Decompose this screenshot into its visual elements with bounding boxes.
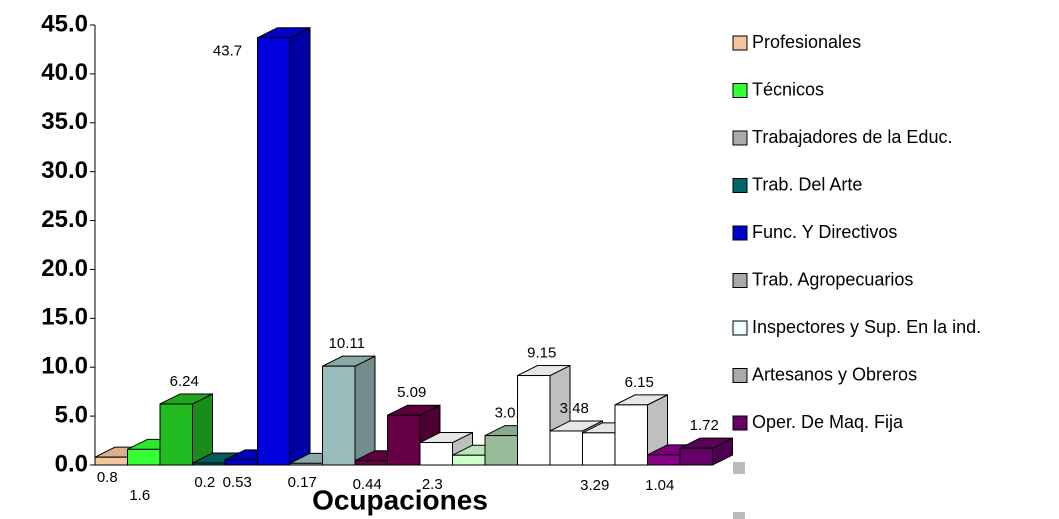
- value-label: 2.3: [422, 476, 443, 493]
- y-tick-label: 10.0: [41, 353, 88, 380]
- value-label: 0.44: [353, 476, 382, 493]
- value-label: 1.04: [645, 477, 674, 494]
- bar: [419, 442, 453, 466]
- legend-swatch: [732, 273, 748, 288]
- bar-side: [289, 26, 311, 466]
- value-label: 10.11: [329, 335, 365, 352]
- y-tick-label: 30.0: [41, 157, 88, 184]
- y-tick-label: 15.0: [41, 304, 88, 331]
- value-label: 9.15: [527, 345, 556, 362]
- legend-swatch: [732, 35, 748, 51]
- bar: [582, 432, 616, 466]
- value-label: 43.7: [213, 43, 242, 60]
- bar: [224, 459, 258, 466]
- y-tick-label: 0.0: [55, 450, 88, 477]
- legend-label: Oper. De Maq. Fija: [752, 412, 904, 432]
- legend-label: Trab. Del Arte: [752, 174, 862, 194]
- bar: [452, 454, 486, 466]
- y-tick-label: 5.0: [55, 401, 88, 428]
- bar: [257, 37, 291, 466]
- bar: [647, 454, 681, 466]
- y-tick-label: 35.0: [41, 108, 88, 135]
- value-label: 5.09: [397, 384, 426, 401]
- legend-label: Trab. Agropecuarios: [752, 269, 913, 289]
- value-label: 1.72: [690, 417, 719, 434]
- legend-label: Artesanos y Obreros: [752, 364, 917, 384]
- bar: [484, 435, 518, 466]
- bar: [387, 414, 421, 466]
- legend-label: Trabajadores de la Educ.: [752, 127, 952, 147]
- value-label: 3.01: [495, 405, 524, 422]
- legend-swatch: [732, 225, 748, 241]
- legend-label: Func. Y Directivos: [752, 222, 897, 242]
- bar: [192, 462, 226, 466]
- bar: [94, 456, 128, 466]
- bar: [517, 375, 551, 466]
- legend-label: Profesionales: [752, 32, 861, 52]
- bar-side: [354, 355, 376, 466]
- value-label: 0.17: [288, 474, 317, 491]
- value-label: 0.2: [194, 474, 215, 491]
- value-label: 6.24: [170, 373, 199, 390]
- legend-label: Inspectores y Sup. En la ind.: [752, 317, 981, 337]
- bar: [322, 365, 356, 466]
- value-label: 3.29: [580, 477, 609, 494]
- value-label: 6.15: [625, 374, 654, 391]
- legend-swatch: [732, 320, 748, 336]
- legend-swatch: [732, 415, 748, 431]
- legend-swatch: [733, 512, 745, 519]
- bar: [159, 403, 193, 466]
- value-label: 1.6: [129, 487, 150, 504]
- bar: [289, 462, 323, 466]
- legend-swatch: [733, 462, 745, 474]
- legend-swatch: [732, 178, 748, 193]
- value-label: 3.48: [560, 400, 589, 417]
- legend-label: Técnicos: [752, 79, 824, 99]
- y-tick-label: 25.0: [41, 206, 88, 233]
- legend-swatch: [732, 83, 748, 98]
- bar: [354, 460, 388, 466]
- y-tick-label: 40.0: [41, 59, 88, 86]
- value-label: 0.8: [97, 469, 118, 486]
- y-tick-label: 20.0: [41, 255, 88, 282]
- y-tick-label: 45.0: [41, 10, 88, 37]
- value-label: 0.53: [223, 474, 252, 491]
- bar: [679, 447, 713, 466]
- bar: [614, 404, 648, 466]
- bar: [127, 448, 161, 466]
- bar: [549, 430, 583, 466]
- legend-swatch: [732, 130, 748, 146]
- x-axis-title: Ocupaciones: [312, 484, 488, 515]
- legend-swatch: [732, 368, 748, 383]
